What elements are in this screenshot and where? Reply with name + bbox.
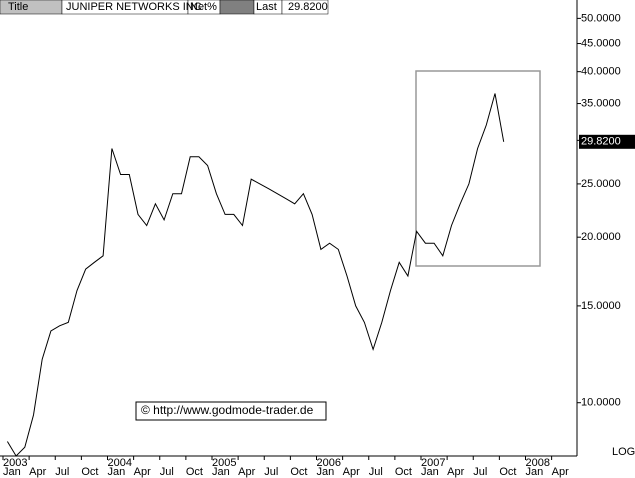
- x-tick-label: Apr: [134, 466, 151, 478]
- source-box: [135, 401, 327, 421]
- year-label: 2008: [526, 457, 550, 469]
- y-tick-label: 40.0000: [581, 66, 621, 78]
- x-tick-label: Apr: [29, 466, 46, 478]
- year-label: 2007: [421, 457, 445, 469]
- y-tick-label: 45.0000: [581, 37, 621, 49]
- source: © http://www.godmode-trader.de: [141, 403, 314, 417]
- header-text: 29.8200: [288, 1, 328, 13]
- x-tick-label: Oct: [395, 466, 412, 478]
- x-tick-label: Jan: [526, 466, 544, 478]
- y-tick-label: 10.0000: [581, 397, 621, 409]
- x-tick-label: Apr: [343, 466, 360, 478]
- y-tick-label: 20.0000: [581, 231, 621, 243]
- scale-label: LOG: [612, 446, 635, 458]
- header-cell: [219, 0, 255, 15]
- x-tick-label: Apr: [238, 466, 255, 478]
- y-tick-label: 50.0000: [581, 12, 621, 24]
- header-text: Last: [256, 1, 277, 13]
- x-tick-label: Apr: [447, 466, 464, 478]
- x-tick-label: Jul: [369, 466, 383, 478]
- header-text: Title: [8, 1, 28, 13]
- x-tick-label: Oct: [499, 466, 516, 478]
- x-tick-label: Jan: [108, 466, 126, 478]
- y-tick-label: 15.0000: [581, 300, 621, 312]
- header-cell: [281, 0, 329, 15]
- header-text: Net%: [190, 1, 217, 13]
- year-label: 2004: [108, 457, 132, 469]
- last-value-box: [579, 134, 635, 149]
- x-tick-label: Jan: [3, 466, 21, 478]
- x-tick-label: Jan: [317, 466, 335, 478]
- x-tick-label: Apr: [552, 466, 569, 478]
- year-label: 2003: [3, 457, 27, 469]
- year-label: 2006: [317, 457, 341, 469]
- x-tick-label: Jul: [264, 466, 278, 478]
- x-tick-label: Jul: [55, 466, 69, 478]
- x-tick-label: Jul: [160, 466, 174, 478]
- x-tick-label: Oct: [290, 466, 307, 478]
- header-text: JUNIPER NETWORKS INC: [66, 1, 202, 13]
- x-tick-label: Oct: [186, 466, 203, 478]
- y-tick-label: 35.0000: [581, 97, 621, 109]
- last-value-label: 29.8200: [581, 136, 621, 148]
- year-label: 2005: [212, 457, 236, 469]
- x-tick-label: Oct: [81, 466, 98, 478]
- x-tick-label: Jan: [212, 466, 230, 478]
- y-tick-label: 25.0000: [581, 178, 621, 190]
- x-tick-label: Jan: [421, 466, 439, 478]
- header: Title JUNIPER NETWORKS INC Net% Last 29.…: [0, 0, 329, 15]
- price-line: [6, 93, 505, 457]
- highlight-box: [415, 70, 541, 267]
- x-tick-label: Jul: [473, 466, 487, 478]
